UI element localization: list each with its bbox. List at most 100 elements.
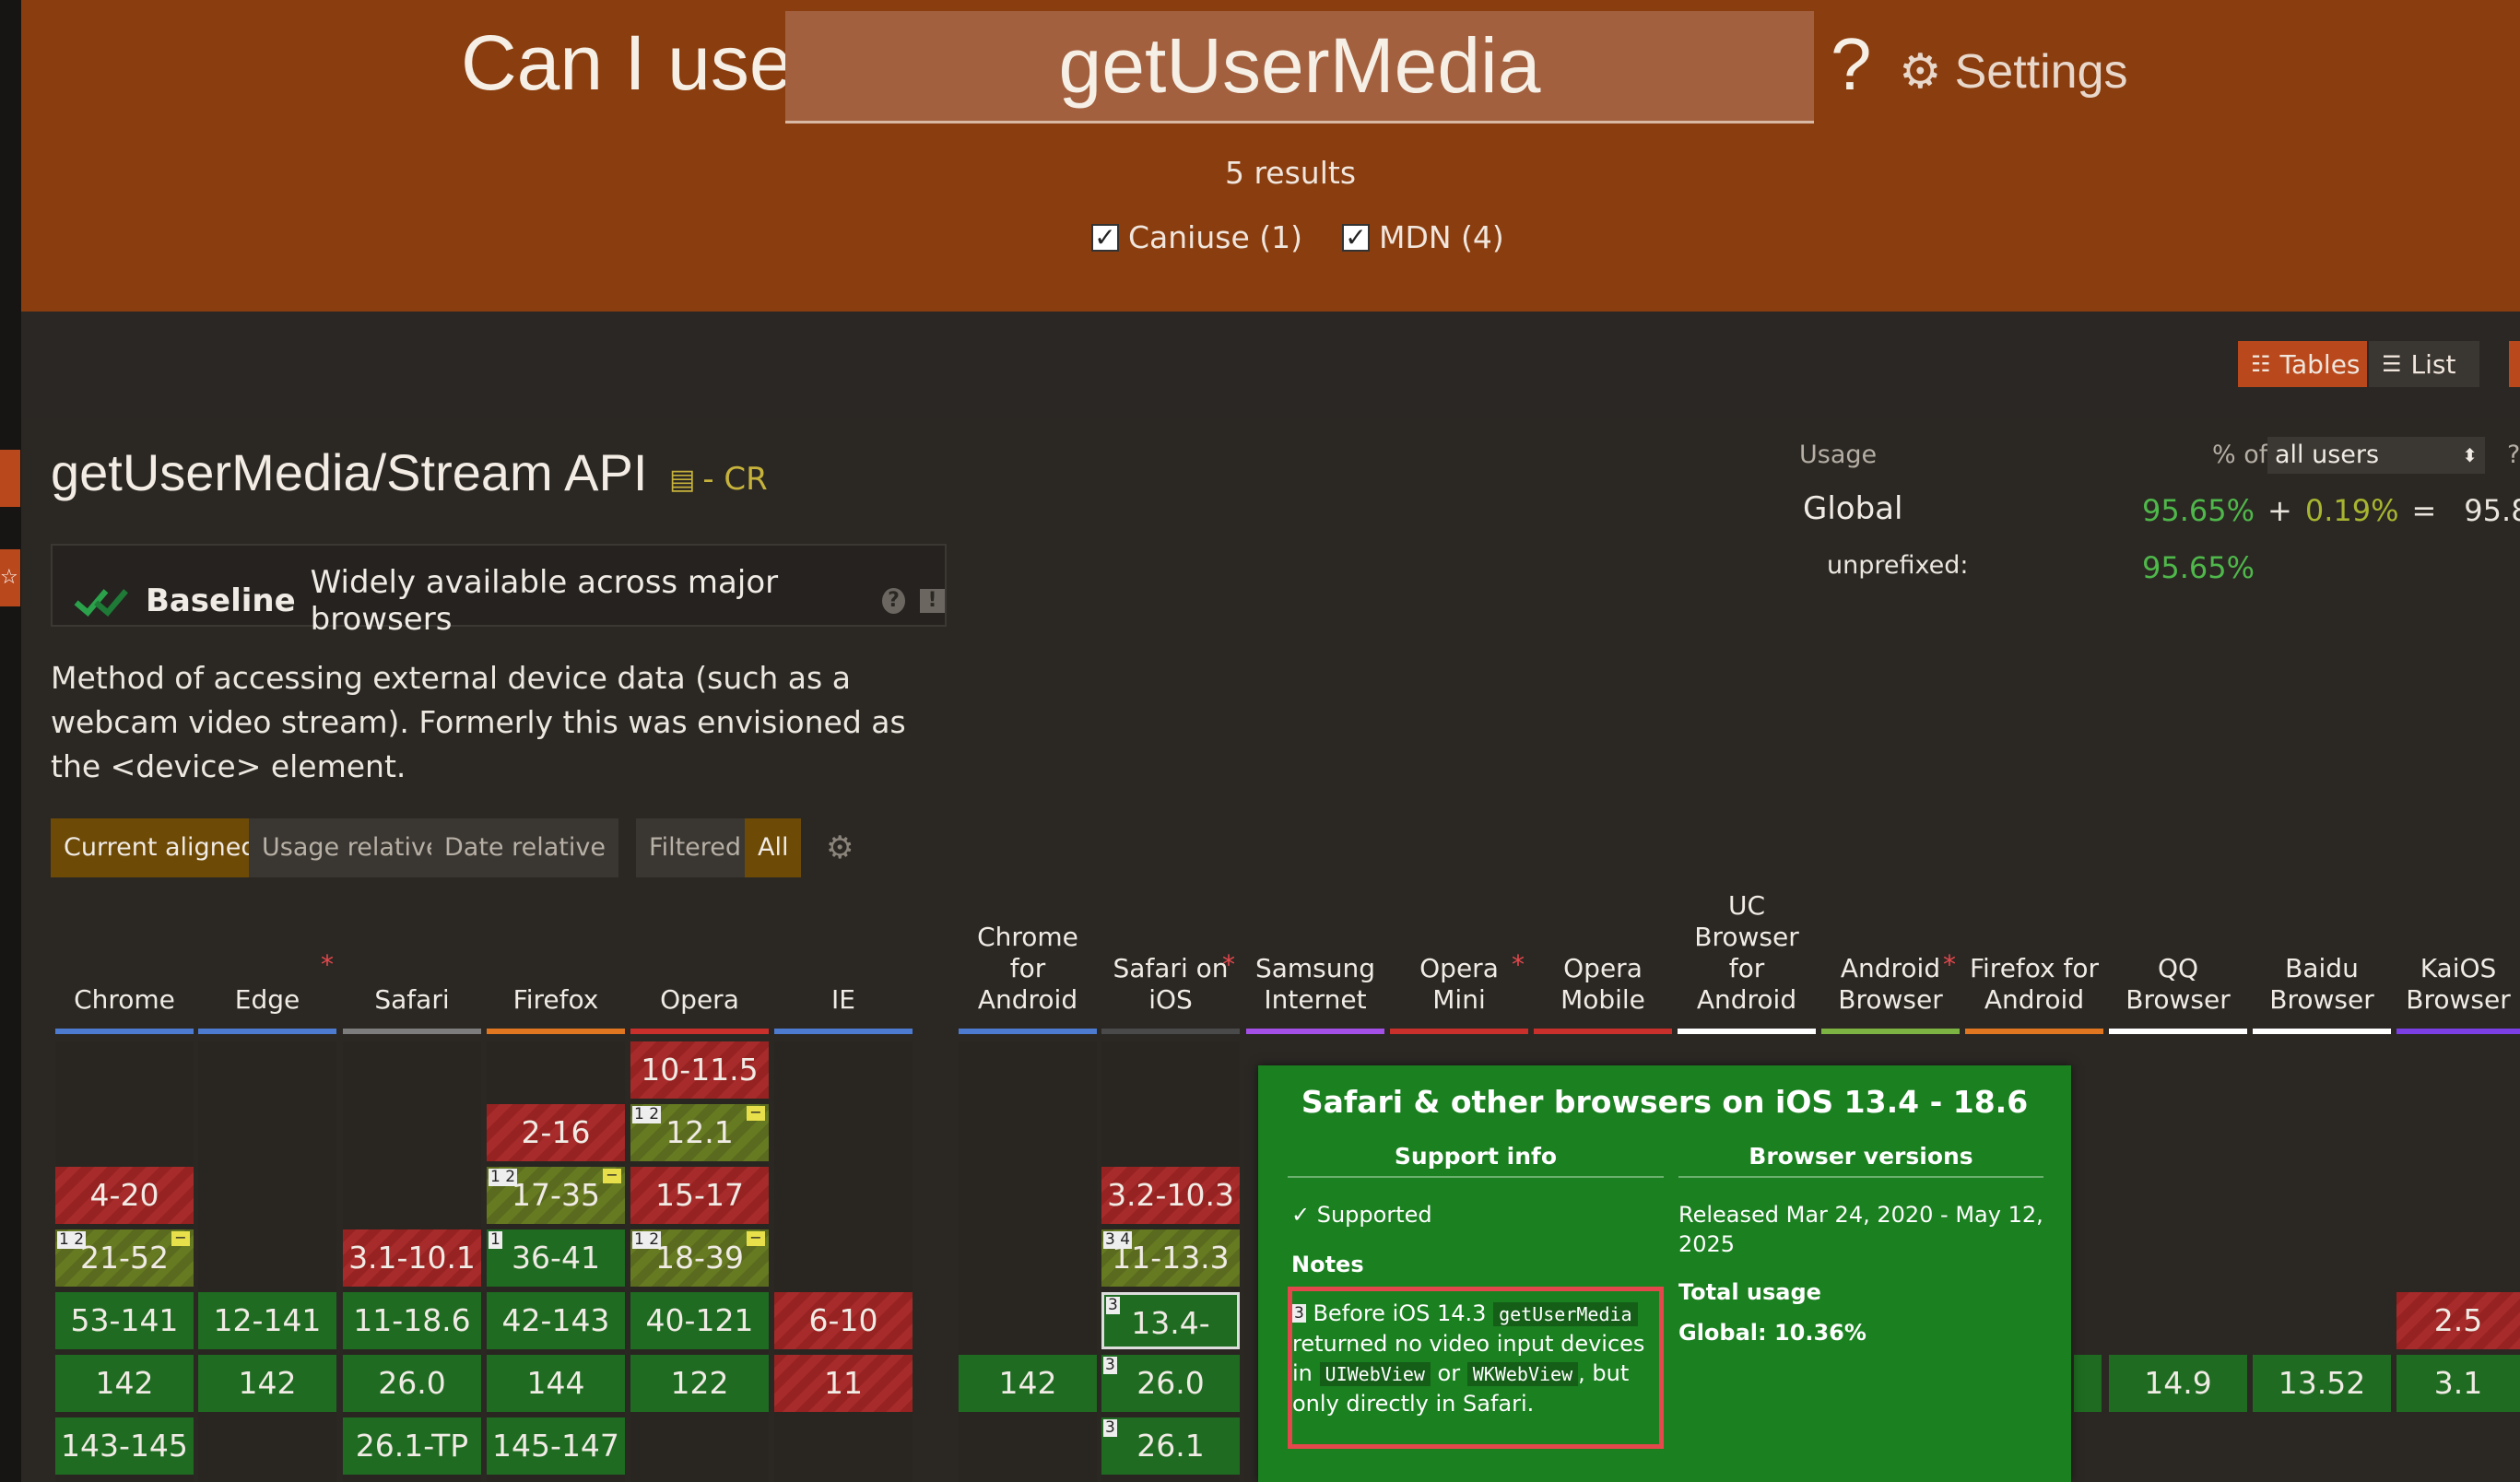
cell-edge-12-141[interactable]: 12-141 (198, 1292, 336, 1349)
browser-header-edge[interactable]: Edge (234, 984, 300, 1015)
note-code-wkwebview: WKWebView (1466, 1362, 1579, 1386)
tooltip-title: Safari & other browsers on iOS 13.4 - 18… (1301, 1084, 2029, 1120)
browser-header-safari[interactable]: Safari (374, 984, 450, 1015)
star-icon[interactable]: ☆ (0, 549, 20, 606)
feedback-icon[interactable]: ! (920, 589, 945, 613)
checkbox-checked-icon[interactable]: ✓ (1091, 223, 1119, 252)
cell-kaios-2.5[interactable]: 2.5 (2396, 1292, 2520, 1349)
cell-opera-122[interactable]: 122 (630, 1355, 769, 1412)
browser-header-opera-mini[interactable]: Opera Mini (1419, 953, 1499, 1015)
cell-chrome-21-52[interactable]: 1 2 − 21-52 (55, 1229, 194, 1287)
cell-chrome-android-142[interactable]: 142 (959, 1355, 1097, 1412)
global-label: Global (1803, 490, 1903, 527)
usage-relative-button[interactable]: Usage relative (249, 818, 454, 877)
support-tooltip: Safari & other browsers on iOS 13.4 - 18… (1258, 1065, 2071, 1482)
cell-safari-26.1-tp[interactable]: 26.1-TP (343, 1417, 481, 1475)
cell-safari-3.1-10.1[interactable]: 3.1-10.1 (343, 1229, 481, 1287)
cell-safari-26.0[interactable]: 26.0 (343, 1355, 481, 1412)
usage-plus: + (2267, 493, 2292, 528)
cell-opera-18-39[interactable]: 1 2 − 18-39 (630, 1229, 769, 1287)
date-relative-button[interactable]: Date relative (431, 818, 618, 877)
all-button[interactable]: All (745, 818, 802, 877)
usage-help-icon[interactable]: ? (2507, 441, 2520, 469)
browser-header-opera-mobile[interactable]: Opera Mobile (1560, 953, 1645, 1015)
cell-ie-6-10[interactable]: 6-10 (774, 1292, 913, 1349)
browser-header-samsung[interactable]: Samsung Internet (1254, 953, 1376, 1015)
settings-button[interactable]: ⚙ Settings (1899, 44, 2128, 100)
asterisk-edge: * (321, 949, 334, 980)
checkbox-checked-icon[interactable]: ✓ (1342, 223, 1370, 252)
cell-firefox-17-35[interactable]: 1 2 − 17-35 (487, 1167, 625, 1224)
filtered-button[interactable]: Filtered (636, 818, 755, 877)
browser-header-ie[interactable]: IE (831, 984, 855, 1015)
browser-header-baidu[interactable]: Baidu Browser (2269, 953, 2374, 1015)
browser-header-uc[interactable]: UC Browser for Android (1694, 890, 1799, 1015)
browser-header-chrome[interactable]: Chrome (74, 984, 175, 1015)
cell-safari-ios-26.1[interactable]: 3 26.1 (1101, 1417, 1240, 1475)
note-part-3: , but only directly in Safari. (1292, 1360, 1630, 1417)
cell-firefox-42-143[interactable]: 42-143 (487, 1292, 625, 1349)
cell-firefox-144[interactable]: 144 (487, 1355, 625, 1412)
browser-header-android[interactable]: Android Browser (1838, 953, 1943, 1015)
cell-safari-ios-13.4-18.6[interactable]: 3 13.4-18.6 (1101, 1292, 1240, 1398)
browser-header-chrome-android[interactable]: Chrome for Android (977, 922, 1078, 1015)
cell-edge-142[interactable]: 142 (198, 1355, 336, 1412)
spec-status[interactable]: ▤ - CR (669, 461, 768, 498)
cell-opera-15-17[interactable]: 15-17 (630, 1167, 769, 1224)
filter-mdn-label: MDN (4) (1379, 219, 1504, 255)
cell-kaios-3.1[interactable]: 3.1 (2396, 1355, 2520, 1412)
filter-caniuse[interactable]: ✓ Caniuse (1) (1091, 219, 1302, 255)
browser-header-qq[interactable]: QQ Browser (2126, 953, 2231, 1015)
cell-safari-ios-3.2-10.3[interactable]: 3.2-10.3 (1101, 1167, 1240, 1224)
cell-label: 21-52 (80, 1240, 169, 1276)
left-edge-bar (0, 0, 21, 1482)
cell-safari-11-18.6[interactable]: 11-18.6 (343, 1292, 481, 1349)
cell-opera-12.1[interactable]: 1 2 − 12.1 (630, 1104, 769, 1161)
cell-chrome-4-20[interactable]: 4-20 (55, 1167, 194, 1224)
unprefixed-value: 95.65% (2142, 550, 2255, 585)
browser-header-firefox-android[interactable]: Firefox for Android (1969, 953, 2100, 1015)
cell-qq-14.9[interactable]: 14.9 (2109, 1355, 2247, 1412)
users-select[interactable]: all users ⬍ (2267, 437, 2485, 474)
cell-ie-11[interactable]: 11 (774, 1355, 913, 1412)
cell-chrome-142[interactable]: 142 (55, 1355, 194, 1412)
browser-header-opera[interactable]: Opera (660, 984, 739, 1015)
search-input[interactable] (785, 11, 1814, 124)
cell-firefox-android-partial[interactable] (2074, 1355, 2102, 1412)
help-question-mark[interactable]: ? (1831, 23, 1872, 105)
list-view-button[interactable]: ☰ List (2369, 341, 2479, 387)
tables-icon: ☷ (2251, 351, 2271, 377)
site-title: Can I use (461, 19, 793, 106)
filter-caniuse-label: Caniuse (1) (1128, 219, 1302, 255)
cell-label: 36-41 (512, 1240, 600, 1276)
spec-status-label: - CR (702, 461, 768, 498)
browser-header-firefox[interactable]: Firefox (512, 984, 599, 1015)
note-highlight-box: 3 Before iOS 14.3 getUserMedia returned … (1288, 1287, 1664, 1449)
current-aligned-button[interactable]: Current aligned (51, 818, 270, 877)
cell-safari-ios-11-13.3[interactable]: 3 4 11-13.3 (1101, 1229, 1240, 1287)
feature-description: Method of accessing external device data… (51, 660, 906, 784)
cell-chrome-53-141[interactable]: 53-141 (55, 1292, 194, 1349)
cell-safari-ios-26.0[interactable]: 3 26.0 (1101, 1355, 1240, 1412)
document-icon: ▤ (669, 463, 696, 496)
supported-status: ✓ Supported (1291, 1202, 1432, 1228)
cell-firefox-36-41[interactable]: 1 36-41 (487, 1229, 625, 1287)
baseline-box: Baseline Widely available across major b… (51, 544, 947, 638)
cell-firefox-145-147[interactable]: 145-147 (487, 1417, 625, 1475)
note-or: or (1437, 1360, 1461, 1386)
cell-opera-10-11.5[interactable]: 10-11.5 (630, 1041, 769, 1099)
browser-header-safari-ios[interactable]: Safari on iOS (1113, 953, 1229, 1015)
help-circle-icon[interactable]: ? (881, 588, 906, 614)
cell-chrome-143-145[interactable]: 143-145 (55, 1417, 194, 1475)
gear-icon[interactable]: ⚙ (826, 829, 854, 866)
tables-view-button[interactable]: ☷ Tables (2238, 341, 2367, 387)
cell-baidu-13.52[interactable]: 13.52 (2253, 1355, 2391, 1412)
cell-firefox-2-16[interactable]: 2-16 (487, 1104, 625, 1161)
note-badge: 1 2 (57, 1230, 87, 1249)
asterisk-android: * (1943, 949, 1956, 980)
extra-view-button-edge[interactable] (2509, 341, 2520, 387)
browser-header-kaios[interactable]: KaiOS Browser (2406, 953, 2511, 1015)
cell-opera-40-121[interactable]: 40-121 (630, 1292, 769, 1349)
side-tab-index[interactable] (0, 450, 20, 507)
filter-mdn[interactable]: ✓ MDN (4) (1342, 219, 1504, 255)
